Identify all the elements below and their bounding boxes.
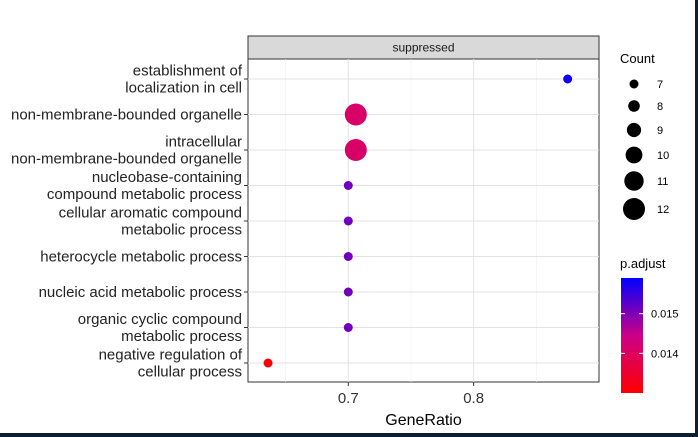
y-tick-label: intracellular <box>165 134 242 151</box>
count-legend-label: 11 <box>657 176 668 188</box>
y-tick-label: non-membrane-bounded organelle <box>11 107 242 124</box>
y-tick-label: nucleobase-containing <box>92 169 242 186</box>
data-points <box>263 74 573 368</box>
facet-strip-label: suppressed <box>392 41 454 55</box>
y-tick-label: organic cyclic compound <box>78 311 242 328</box>
count-legend-dot <box>628 100 640 112</box>
data-point <box>343 252 353 261</box>
count-legend-label: 9 <box>657 125 663 137</box>
data-point <box>343 216 353 226</box>
data-point <box>343 287 353 297</box>
data-point <box>344 103 367 126</box>
padjust-legend-title: p.adjust <box>620 256 666 271</box>
data-point <box>263 358 273 368</box>
colorbar-label: 0.014 <box>651 348 679 360</box>
x-tick-label: 0.8 <box>463 390 484 407</box>
data-point <box>563 74 573 84</box>
count-legend-dot <box>623 198 645 220</box>
x-axis-title: GeneRatio <box>385 412 462 429</box>
data-point <box>344 139 367 161</box>
colorbar-label: 0.015 <box>651 309 679 321</box>
y-tick-label: metabolic process <box>121 328 242 345</box>
count-legend-dot <box>625 146 643 164</box>
y-tick-label: non-membrane-bounded organelle <box>11 151 242 168</box>
count-legend-dot <box>624 171 644 191</box>
y-tick-label: negative regulation of <box>99 347 243 364</box>
y-tick-label: localization in cell <box>125 80 242 97</box>
data-point <box>343 323 353 332</box>
padjust-legend: 0.015 0.014 <box>621 309 679 360</box>
y-tick-label: establishment of <box>133 63 243 80</box>
y-tick-label: compound metabolic process <box>47 186 242 203</box>
x-axis: 0.7 0.8 <box>338 382 484 407</box>
x-tick-label: 0.7 <box>338 390 359 407</box>
padjust-colorbar <box>621 278 643 393</box>
data-point <box>343 181 353 190</box>
y-tick-label: heterocycle metabolic process <box>40 249 242 266</box>
count-legend-title: Count <box>620 51 655 66</box>
y-tick-label: nucleic acid metabolic process <box>39 284 242 301</box>
count-legend-label: 8 <box>657 101 663 113</box>
count-legend-label: 12 <box>657 204 669 216</box>
y-tick-label: cellular process <box>138 364 242 381</box>
count-legend-label: 7 <box>657 79 663 91</box>
y-tick-label: cellular aromatic compound <box>59 205 242 222</box>
y-tick-label: metabolic process <box>121 222 242 239</box>
count-legend-dot <box>626 122 642 138</box>
count-legend-dot <box>629 79 639 89</box>
count-legend: 7 8 9 10 11 12 <box>623 79 669 220</box>
count-legend-label: 10 <box>657 150 669 162</box>
